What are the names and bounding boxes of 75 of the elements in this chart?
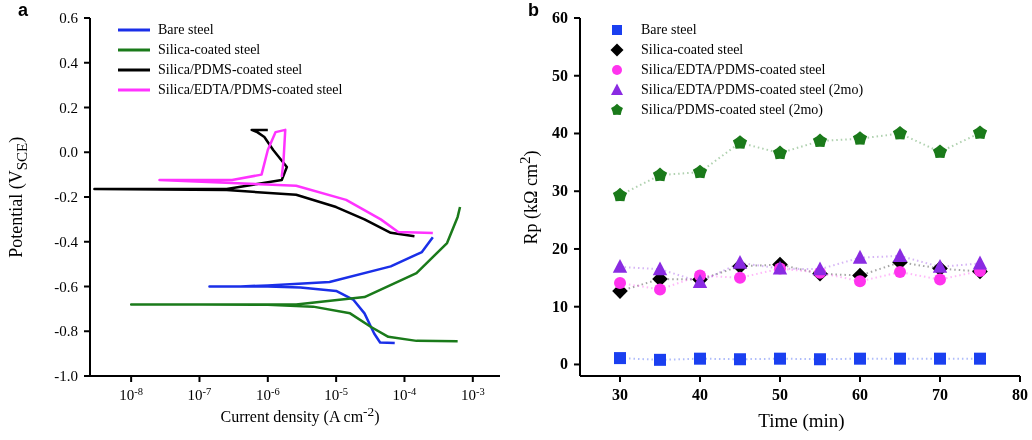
y-tick-label: -1.0 [54,368,78,384]
point [852,131,868,145]
x-tick-label: 50 [772,386,788,403]
point [734,271,746,284]
x-tick-label: 10$^{-4}$ [392,385,418,403]
y-tick-label: 50 [552,66,568,84]
point [932,144,948,159]
point [894,266,906,279]
legend-label: Silica/EDTA/PDMS-coated steel [641,61,826,79]
point [934,352,946,365]
x-tick-label: 10$^{-8}$ [119,385,144,403]
point [854,352,866,365]
x-tick-label: 10$^{-5}$ [324,385,349,403]
point [732,255,748,269]
y-tick-label: -0.2 [54,189,78,205]
y-tick-label: -0.4 [54,233,79,250]
text: b [528,0,539,21]
point [772,145,788,160]
x-tick-label: 40 [692,386,708,403]
legend-label: Silica-coated steel [158,41,261,59]
point [892,248,908,262]
legend-label: Silica-coated steel [641,41,744,59]
x-axis-title: Current density (A cm$^{-2}$) [219,404,381,427]
legend-label: Silica/EDTA/PDMS-coated steel (2mo) [641,81,864,99]
y-tick-label: 20 [552,239,568,257]
point [974,352,986,365]
point [812,261,828,276]
y-tick-label: 0.0 [59,144,78,161]
point [614,352,626,365]
y-tick-label: 0.6 [59,10,79,26]
point [894,352,906,365]
x-tick-label: 70 [932,386,948,403]
y-tick-label: -0.6 [54,278,79,295]
point [812,133,828,148]
point [654,353,666,366]
point [814,353,826,366]
y-tick-label: -0.8 [54,323,78,340]
point [732,135,748,149]
y-tick-label: 10 [552,297,568,315]
legend-label: Silica/PDMS-coated steel [158,61,303,79]
x-tick-label: 10$^{-3}$ [460,385,485,403]
point [854,275,866,288]
point [652,167,668,182]
point [934,273,946,286]
point [654,283,666,296]
y-tick-label: 30 [552,182,568,200]
point [694,352,706,365]
point [774,352,786,365]
x-tick-label: 30 [612,386,628,403]
x-axis-title: Time (min) [757,410,846,432]
point [852,249,868,264]
x-tick-label: 10$^{-6}$ [255,385,280,403]
x-tick-label: 80 [1012,386,1028,403]
y-tick-label: 40 [552,124,568,142]
legend-label: Bare steel [641,21,697,39]
legend-label: Silica/EDTA/PDMS-coated steel [158,81,343,99]
point [932,259,948,273]
y-tick-label: 0 [560,355,568,373]
point [614,277,626,290]
y-tick-label: 0.4 [59,54,79,71]
point [692,164,708,179]
point [612,259,628,273]
point [612,187,628,202]
point [972,255,988,270]
point [734,353,746,366]
x-tick-label: 10$^{-7}$ [187,385,212,403]
point [652,261,668,276]
legend-label: Silica/PDMS-coated steel (2mo) [641,101,823,119]
point [972,125,988,139]
y-tick-label: 60 [552,9,568,26]
point [892,125,908,140]
legend-label: Bare steel [158,21,214,39]
y-tick-label: 0.2 [59,99,78,116]
text: a [18,0,29,21]
x-tick-label: 60 [852,386,868,403]
